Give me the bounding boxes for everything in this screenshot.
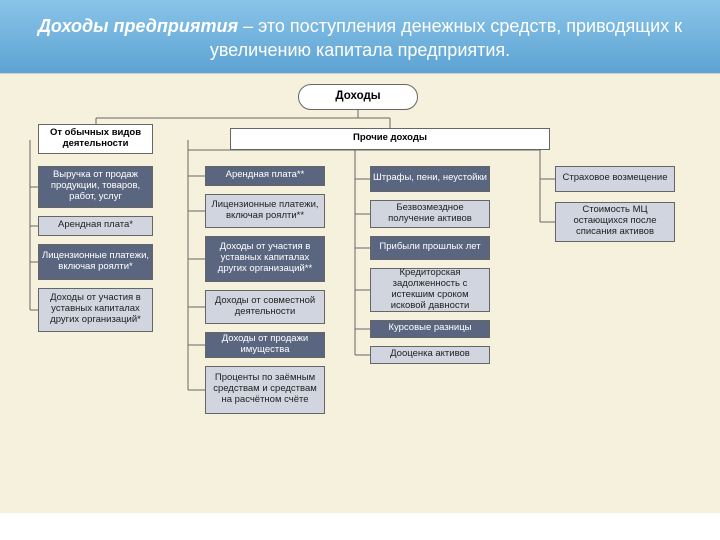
col2-item-3: Доходы от совместной деятельности <box>205 290 325 324</box>
slide-header: Доходы предприятия – это поступления ден… <box>0 0 720 73</box>
col3-item-5: Дооценка активов <box>370 346 490 364</box>
col2-item-4: Доходы от продажи имущества <box>205 332 325 358</box>
header-text: Доходы предприятия – это поступления ден… <box>28 14 692 63</box>
col2-item-0: Арендная плата** <box>205 166 325 186</box>
col1-item-1: Арендная плата* <box>38 216 153 236</box>
col2-item-5: Проценты по заёмным средствам и средства… <box>205 366 325 414</box>
col3-item-2: Прибыли прошлых лет <box>370 236 490 260</box>
category-other: Прочие доходы <box>230 128 550 150</box>
col3-item-4: Курсовые разницы <box>370 320 490 338</box>
diagram-canvas: Доходы От обычных видов деятельности Прочи… <box>0 73 720 513</box>
col3-item-0: Штрафы, пени, неустойки <box>370 166 490 192</box>
col1-item-3: Доходы от участия в уставных капиталах д… <box>38 288 153 332</box>
col1-item-0: Выручка от продаж продукции, товаров, ра… <box>38 166 153 208</box>
col4-item-1: Стоимость МЦ остающихся после списания а… <box>555 202 675 242</box>
col3-item-1: Безвозмездное получение активов <box>370 200 490 228</box>
col4-item-0: Страховое возмещение <box>555 166 675 192</box>
col2-item-1: Лицензионные платежи, включая роялти** <box>205 194 325 228</box>
col2-item-2: Доходы от участия в уставных капиталах д… <box>205 236 325 282</box>
col3-item-3: Кредиторская задолженность с истекшим ср… <box>370 268 490 312</box>
category-ordinary: От обычных видов деятельности <box>38 124 153 154</box>
root-node: Доходы <box>298 84 418 110</box>
col1-item-2: Лицензионные платежи, включая роялти* <box>38 244 153 280</box>
header-bold: Доходы предприятия <box>38 16 238 36</box>
header-rest: – это поступления денежных средств, прив… <box>210 16 682 60</box>
